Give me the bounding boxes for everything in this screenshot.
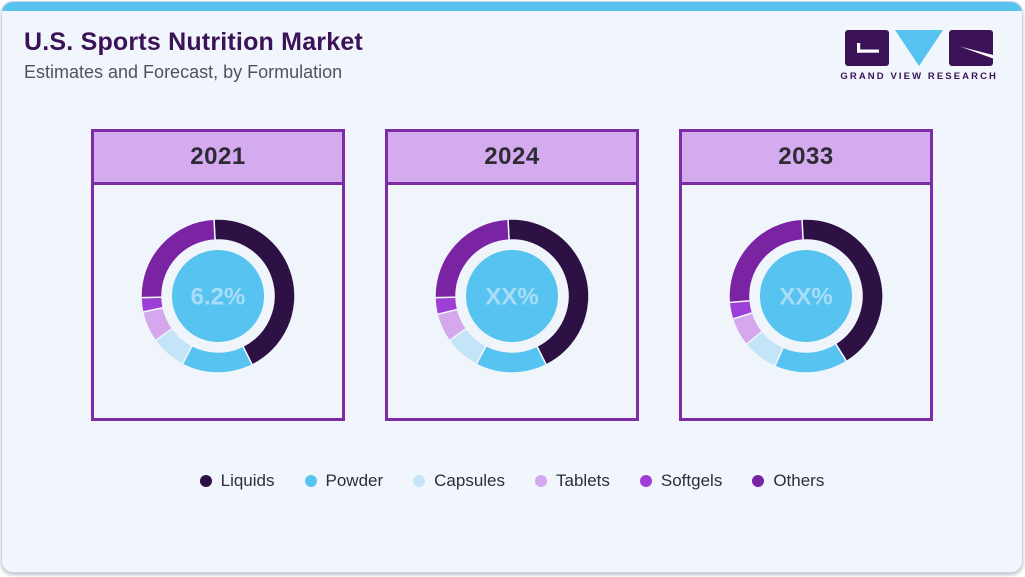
donut-segment-powder — [773, 342, 848, 374]
legend: Liquids Powder Capsules Tablets Softgels… — [2, 471, 1022, 491]
legend-item-capsules: Capsules — [413, 471, 505, 491]
donut-chart-2024: XX% — [434, 218, 590, 374]
donut-segment-others — [728, 218, 804, 304]
donut-center-circle — [760, 250, 852, 342]
others-dot-icon — [752, 475, 765, 487]
donut-chart-2033: XX% — [728, 218, 884, 374]
tablets-dot-icon — [535, 475, 548, 487]
card-2021-body: 6.2% — [94, 185, 342, 381]
legend-item-liquids: Liquids — [199, 471, 275, 491]
header: U.S. Sports Nutrition Market Estimates a… — [2, 11, 1022, 83]
grand-view-research-logo: GRAND VIEW RESEARCH — [840, 30, 998, 82]
card-2024: 2024 XX% — [385, 129, 639, 421]
donut-center-label: 6.2% — [191, 284, 246, 311]
donut-segment-powder — [181, 344, 254, 374]
donut-center-label: XX% — [779, 284, 832, 311]
card-2024-body: XX% — [388, 185, 636, 381]
page-title: U.S. Sports Nutrition Market — [24, 28, 363, 56]
legend-item-powder: Powder — [304, 471, 384, 491]
card-2033: 2033 XX% — [679, 129, 933, 421]
liquids-dot-icon — [199, 475, 212, 487]
logo-text: GRAND VIEW RESEARCH — [840, 71, 998, 82]
donut-segment-powder — [475, 344, 548, 374]
donut-segment-others — [434, 218, 510, 299]
page-subtitle: Estimates and Forecast, by Formulation — [24, 62, 343, 82]
legend-label-liquids: Liquids — [220, 471, 275, 490]
year-cards-row: 2021 6.2% 2024 XX% 2033 XX% — [2, 129, 1022, 421]
powder-dot-icon — [304, 475, 317, 487]
card-2021: 2021 6.2% — [91, 129, 345, 421]
donut-center-circle — [466, 250, 558, 342]
legend-label-capsules: Capsules — [434, 471, 506, 490]
donut-chart-2021: 6.2% — [140, 218, 296, 374]
legend-label-tablets: Tablets — [556, 471, 610, 490]
top-accent-bar — [2, 2, 1022, 11]
capsules-dot-icon — [413, 475, 426, 487]
title-block: U.S. Sports Nutrition Market Estimates a… — [24, 28, 363, 83]
card-2021-year-label: 2021 — [94, 132, 342, 185]
softgels-dot-icon — [639, 475, 652, 487]
legend-label-others: Others — [773, 471, 825, 490]
legend-item-softgels: Softgels — [639, 471, 723, 491]
legend-item-tablets: Tablets — [535, 471, 610, 491]
legend-item-others: Others — [752, 471, 824, 491]
card-2033-year-label: 2033 — [682, 132, 930, 185]
legend-label-powder: Powder — [325, 471, 384, 490]
card-2024-year-label: 2024 — [388, 132, 636, 185]
donut-center-circle — [172, 250, 264, 342]
legend-label-softgels: Softgels — [660, 471, 723, 490]
gvr-logo-icon — [845, 30, 994, 66]
card-2033-body: XX% — [682, 185, 930, 381]
donut-segment-others — [140, 218, 216, 299]
donut-center-label: XX% — [485, 284, 538, 311]
